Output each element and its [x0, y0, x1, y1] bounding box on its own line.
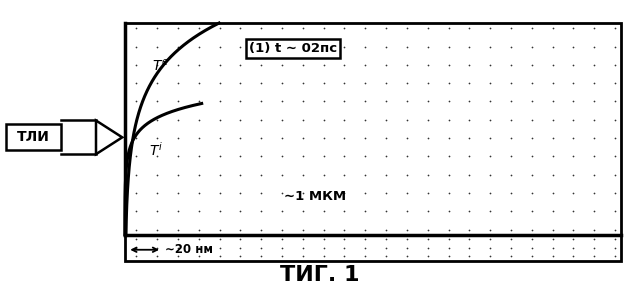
Text: $T^e$: $T^e$	[152, 57, 169, 73]
Text: (1) t ∼ 02пс: (1) t ∼ 02пс	[249, 42, 337, 55]
Text: ΤИГ. 1: ΤИГ. 1	[280, 265, 360, 285]
Polygon shape	[96, 120, 122, 154]
Text: ∼1 МКМ: ∼1 МКМ	[284, 190, 346, 203]
Text: ∼20 нм: ∼20 нм	[165, 243, 213, 256]
Bar	[6, 124, 61, 150]
Text: ΤЛИ: ΤЛИ	[17, 130, 50, 144]
Text: $T^i$: $T^i$	[148, 141, 163, 159]
Bar	[125, 235, 621, 261]
Bar	[125, 23, 621, 235]
